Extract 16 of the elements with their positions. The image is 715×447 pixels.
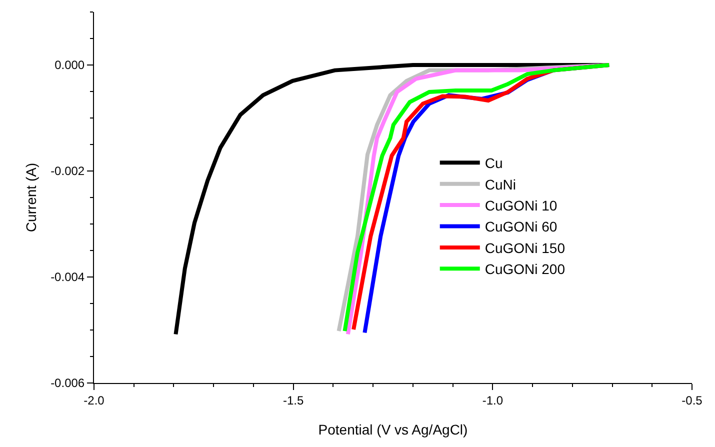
legend-label: CuGONi 150: [484, 240, 566, 256]
y-axis-title: Current (A): [23, 162, 40, 232]
x-tick-label: -1.0: [482, 393, 504, 408]
x-tick-label: -2.0: [84, 393, 105, 408]
y-tick-label: -0.006: [50, 376, 85, 390]
legend-label: CuGONi 200: [484, 261, 566, 278]
legend-label: CuNi: [484, 176, 516, 192]
y-tick-label: 0.000: [54, 58, 85, 72]
legend-label: CuGONi 10: [484, 198, 558, 214]
legend-label: Cu: [484, 155, 503, 172]
legend-label: CuGONi 60: [484, 218, 558, 235]
y-tick-label: -0.002: [50, 164, 85, 178]
y-tick-label: -0.004: [50, 270, 85, 284]
x-tick-label: -0.5: [682, 393, 703, 408]
x-tick-label: -1.5: [282, 393, 304, 408]
x-axis-title: Potential (V vs Ag/AgCl): [318, 422, 468, 438]
